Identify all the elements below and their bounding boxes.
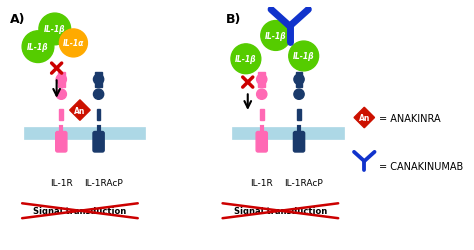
Circle shape	[59, 30, 87, 58]
Text: IL-1β: IL-1β	[293, 52, 315, 61]
Circle shape	[93, 90, 104, 100]
Circle shape	[56, 90, 66, 100]
Text: An: An	[74, 106, 86, 115]
Polygon shape	[354, 108, 374, 128]
Circle shape	[261, 22, 291, 51]
Circle shape	[256, 75, 267, 85]
Text: IL-1β: IL-1β	[27, 43, 49, 52]
Circle shape	[294, 75, 304, 85]
Text: An: An	[359, 114, 370, 122]
Text: Signal transduction: Signal transduction	[234, 206, 327, 216]
Text: = ANAKINRA: = ANAKINRA	[379, 113, 441, 123]
Text: IL-1R: IL-1R	[50, 178, 73, 187]
FancyBboxPatch shape	[256, 132, 267, 152]
Bar	[58, 72, 64, 88]
Text: IL-1β: IL-1β	[44, 25, 65, 34]
Bar	[297, 110, 301, 121]
Bar	[24, 127, 145, 140]
Text: A): A)	[10, 13, 26, 26]
Circle shape	[256, 90, 267, 100]
Text: IL-1β: IL-1β	[265, 32, 286, 41]
Bar	[59, 110, 63, 121]
Bar	[258, 72, 265, 88]
Circle shape	[39, 14, 71, 46]
Circle shape	[294, 90, 304, 100]
FancyBboxPatch shape	[56, 132, 67, 152]
Bar	[95, 72, 102, 88]
Bar	[97, 110, 100, 121]
Text: B): B)	[226, 13, 242, 26]
FancyBboxPatch shape	[293, 132, 305, 152]
FancyBboxPatch shape	[93, 132, 104, 152]
Text: IL-1R: IL-1R	[250, 178, 273, 187]
Bar	[260, 110, 264, 121]
Text: = CANAKINUMAB: = CANAKINUMAB	[379, 161, 464, 171]
Circle shape	[56, 75, 66, 85]
Bar	[296, 72, 302, 88]
Circle shape	[22, 32, 54, 63]
Circle shape	[93, 75, 104, 85]
Bar	[232, 127, 344, 140]
Text: Signal transduction: Signal transduction	[33, 206, 127, 216]
Circle shape	[231, 45, 261, 74]
Text: IL-1RAcP: IL-1RAcP	[284, 178, 323, 187]
Text: IL-1β: IL-1β	[235, 55, 257, 64]
Text: IL-1α: IL-1α	[63, 39, 84, 48]
Text: IL-1RAcP: IL-1RAcP	[84, 178, 123, 187]
Polygon shape	[70, 100, 90, 121]
Circle shape	[289, 42, 319, 72]
